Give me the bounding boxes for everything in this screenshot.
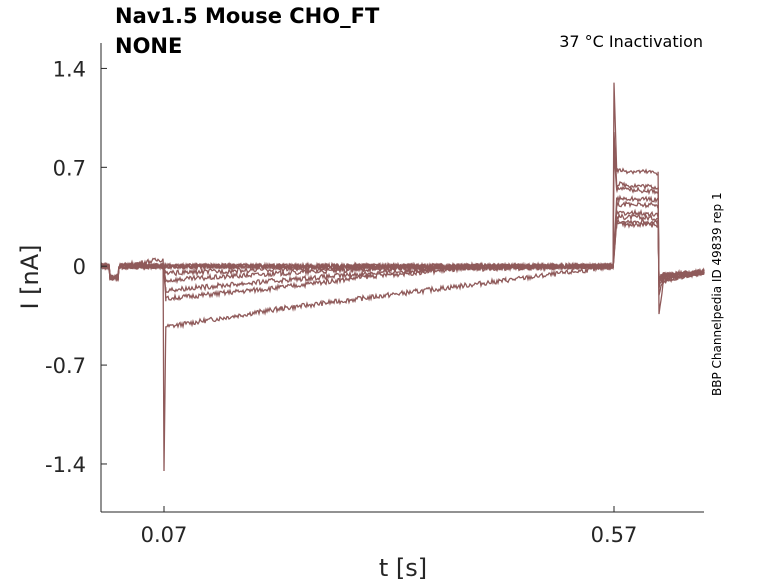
y-axis-label: I [nA]: [16, 244, 44, 309]
y-tick-label: 0.7: [53, 156, 86, 180]
chart-subtitle: NONE: [115, 34, 183, 58]
y-tick-label: -1.4: [45, 453, 86, 477]
y-tick-label: 0: [73, 255, 86, 279]
y-tick-label: -0.7: [45, 354, 86, 378]
x-axis-label: t [s]: [379, 554, 427, 582]
annotation: 37 °C Inactivation: [559, 32, 703, 51]
side-label: BBP Channelpedia ID 49839 rep 1: [710, 192, 724, 396]
x-tick-label: 0.57: [591, 523, 638, 547]
trace-9: [100, 220, 705, 283]
chart-title: Nav1.5 Mouse CHO_FT: [115, 4, 380, 28]
y-tick-label: 1.4: [53, 57, 86, 81]
x-tick-label: 0.07: [141, 523, 188, 547]
